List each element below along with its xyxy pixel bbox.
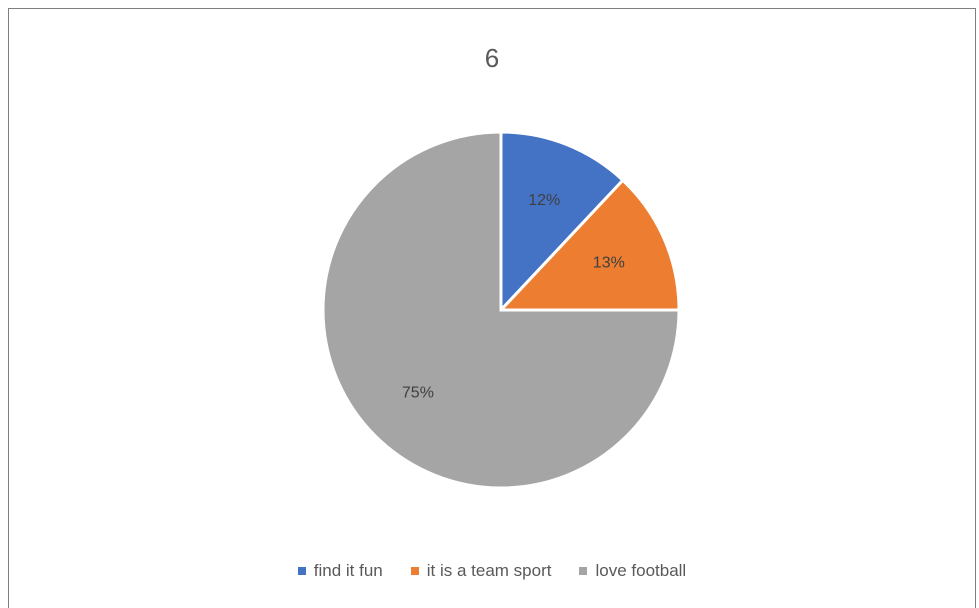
pie-chart: 12% 13% 75% bbox=[321, 130, 681, 490]
legend-label-1: it is a team sport bbox=[426, 561, 552, 580]
pie-slice-0 bbox=[499, 130, 625, 314]
legend-swatch-0 bbox=[297, 567, 306, 575]
legend-swatch-1 bbox=[410, 567, 419, 575]
pie-slice-1 bbox=[497, 178, 681, 312]
data-label-1: 13% bbox=[593, 255, 625, 272]
legend-label-0: find it fun bbox=[313, 561, 383, 580]
data-label-2: 75% bbox=[402, 384, 434, 401]
legend-item-0: find it fun bbox=[297, 561, 383, 581]
data-label-0: 12% bbox=[528, 192, 560, 209]
legend-swatch-2 bbox=[579, 567, 588, 575]
legend-item-1: it is a team sport bbox=[410, 561, 552, 581]
chart-frame: 6 12% 13% 75% find it fun it is a team spor… bbox=[8, 8, 976, 608]
legend-item-2: love football bbox=[579, 561, 686, 581]
chart-title: 6 bbox=[484, 43, 500, 73]
pie-slice-2 bbox=[321, 130, 681, 490]
chart-legend: find it fun it is a team sport love footba… bbox=[9, 561, 975, 581]
legend-label-2: love football bbox=[595, 561, 687, 580]
